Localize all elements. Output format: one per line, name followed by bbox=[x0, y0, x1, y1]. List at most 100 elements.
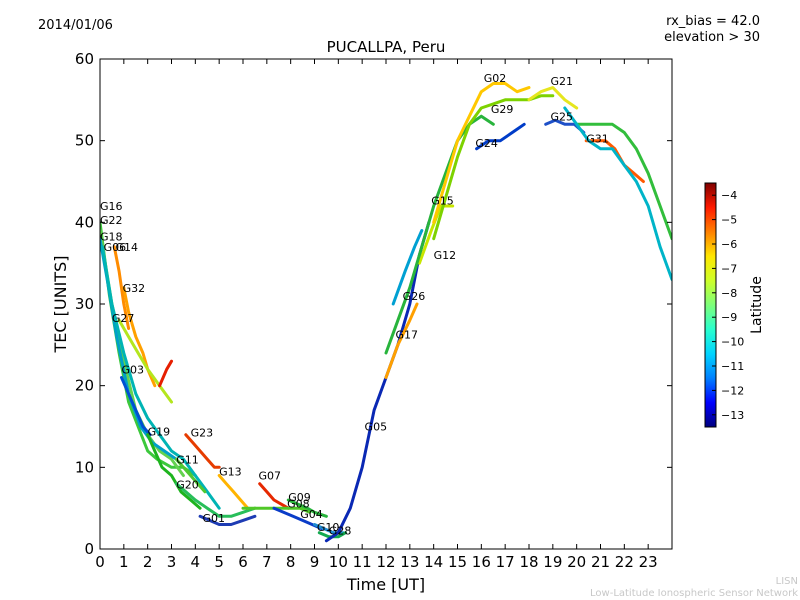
x-axis-label: Time [UT] bbox=[346, 575, 425, 594]
x-tick-label: 7 bbox=[262, 553, 272, 571]
colorbar-tick-label: −7 bbox=[721, 262, 737, 275]
series-g19 bbox=[146, 433, 202, 510]
satellite-label: G01 bbox=[202, 512, 225, 525]
satellite-label: G25 bbox=[550, 110, 573, 123]
satellite-label: G11 bbox=[176, 453, 199, 466]
satellite-label: G14 bbox=[115, 241, 138, 254]
y-tick-label: 20 bbox=[75, 377, 94, 395]
x-tick-label: 1 bbox=[119, 553, 129, 571]
satellite-label: G08 bbox=[287, 497, 310, 510]
colorbar-tick-label: −10 bbox=[721, 336, 744, 349]
x-axis-ticks: 0 1 2 3 4 5 6 7 8 9 10 11 12 13 14 15 16 17 18 19 20 21 22 23 bbox=[95, 59, 658, 571]
x-tick-label: 15 bbox=[448, 553, 467, 571]
x-tick-label: 16 bbox=[472, 553, 491, 571]
x-tick-label: 0 bbox=[95, 553, 105, 571]
satellite-label: G16 bbox=[100, 200, 123, 213]
satellite-label: G12 bbox=[434, 249, 457, 262]
x-tick-label: 6 bbox=[238, 553, 248, 571]
satellite-label: G07 bbox=[258, 470, 281, 483]
x-tick-label: 14 bbox=[424, 553, 443, 571]
satellite-label: G22 bbox=[100, 214, 123, 227]
x-tick-label: 8 bbox=[286, 553, 296, 571]
satellite-label: G06 bbox=[104, 241, 127, 254]
series-g07 bbox=[258, 482, 290, 510]
colorbar-tick-label: −12 bbox=[721, 384, 744, 397]
series-g30 bbox=[158, 359, 173, 388]
series-g15 bbox=[384, 114, 495, 355]
colorbar-tick-label: −5 bbox=[721, 214, 737, 227]
satellite-label: G29 bbox=[491, 103, 514, 116]
series-g05 bbox=[324, 220, 431, 543]
y-tick-label: 10 bbox=[75, 458, 94, 476]
series-g01 bbox=[198, 514, 257, 526]
series-g03 bbox=[120, 376, 152, 437]
series-g02 bbox=[432, 82, 531, 224]
series-g31 bbox=[584, 139, 645, 183]
x-tick-label: 22 bbox=[615, 553, 634, 571]
satellite-label: G21 bbox=[550, 75, 573, 88]
x-tick-label: 17 bbox=[496, 553, 515, 571]
satellite-label: G27 bbox=[112, 312, 135, 325]
series-g06 bbox=[100, 245, 221, 510]
series-g09 bbox=[286, 498, 328, 518]
x-tick-label: 21 bbox=[591, 553, 610, 571]
y-tick-label: 0 bbox=[84, 540, 94, 558]
series-g13 bbox=[217, 474, 250, 510]
rx-bias-label: rx_bias = 42.0 bbox=[666, 14, 760, 29]
colorbar-tick-label: −6 bbox=[721, 238, 737, 251]
satellite-label: G24 bbox=[475, 137, 498, 150]
satellite-label: G05 bbox=[365, 421, 388, 434]
y-tick-label: 30 bbox=[75, 295, 94, 313]
series-g24 bbox=[475, 122, 526, 151]
x-tick-label: 12 bbox=[376, 553, 395, 571]
y-axis-ticks: 0 10 20 30 40 50 60 bbox=[75, 50, 672, 558]
satellite-label: G02 bbox=[484, 72, 507, 85]
colorbar-ticks: −13 −12 −11 −10 −9 −8 −7 −6 −5 −4 bbox=[712, 189, 744, 422]
date-label: 2014/01/06 bbox=[38, 18, 113, 33]
colorbar-tick-label: −11 bbox=[721, 360, 744, 373]
y-tick-label: 50 bbox=[75, 132, 94, 150]
satellite-label: G20 bbox=[176, 479, 199, 492]
satellite-label: G17 bbox=[396, 328, 419, 341]
x-tick-label: 13 bbox=[400, 553, 419, 571]
series-g21 bbox=[527, 86, 579, 110]
series-g47 bbox=[563, 106, 672, 281]
satellite-label: G23 bbox=[191, 426, 214, 439]
satellite-label: G04 bbox=[300, 508, 323, 521]
x-tick-label: 20 bbox=[567, 553, 586, 571]
satellite-label: G10 bbox=[317, 521, 340, 534]
chart-title: PUCALLPA, Peru bbox=[326, 38, 446, 56]
colorbar-tick-label: −8 bbox=[721, 287, 737, 300]
x-tick-label: 5 bbox=[214, 553, 224, 571]
series-g46 bbox=[575, 122, 672, 241]
satellite-label: G31 bbox=[586, 132, 609, 145]
x-tick-label: 3 bbox=[167, 553, 177, 571]
satellite-label: G15 bbox=[431, 194, 454, 207]
satellite-label: G28 bbox=[329, 524, 352, 537]
colorbar-tick-label: −9 bbox=[721, 311, 737, 324]
y-tick-label: 60 bbox=[75, 50, 94, 68]
satellite-label: G03 bbox=[121, 363, 144, 376]
series-g17 bbox=[384, 302, 419, 379]
series-g20 bbox=[174, 482, 257, 518]
y-tick-label: 40 bbox=[75, 213, 94, 231]
colorbar-label: Latitude bbox=[749, 276, 765, 334]
series-g27 bbox=[117, 318, 173, 404]
satellite-label: G13 bbox=[219, 466, 242, 479]
x-tick-label: 11 bbox=[353, 553, 372, 571]
series-g23 bbox=[184, 433, 221, 469]
series-g08 bbox=[241, 506, 312, 514]
x-tick-label: 18 bbox=[519, 553, 538, 571]
series-g26 bbox=[391, 229, 424, 306]
series-layer bbox=[100, 82, 672, 543]
x-tick-label: 9 bbox=[310, 553, 320, 571]
series-g11 bbox=[174, 457, 207, 494]
x-tick-label: 10 bbox=[329, 553, 348, 571]
elevation-label: elevation > 30 bbox=[664, 30, 760, 45]
series-g14 bbox=[112, 245, 131, 330]
x-tick-label: 23 bbox=[639, 553, 658, 571]
x-tick-label: 19 bbox=[543, 553, 562, 571]
satellite-label: G26 bbox=[403, 290, 426, 303]
